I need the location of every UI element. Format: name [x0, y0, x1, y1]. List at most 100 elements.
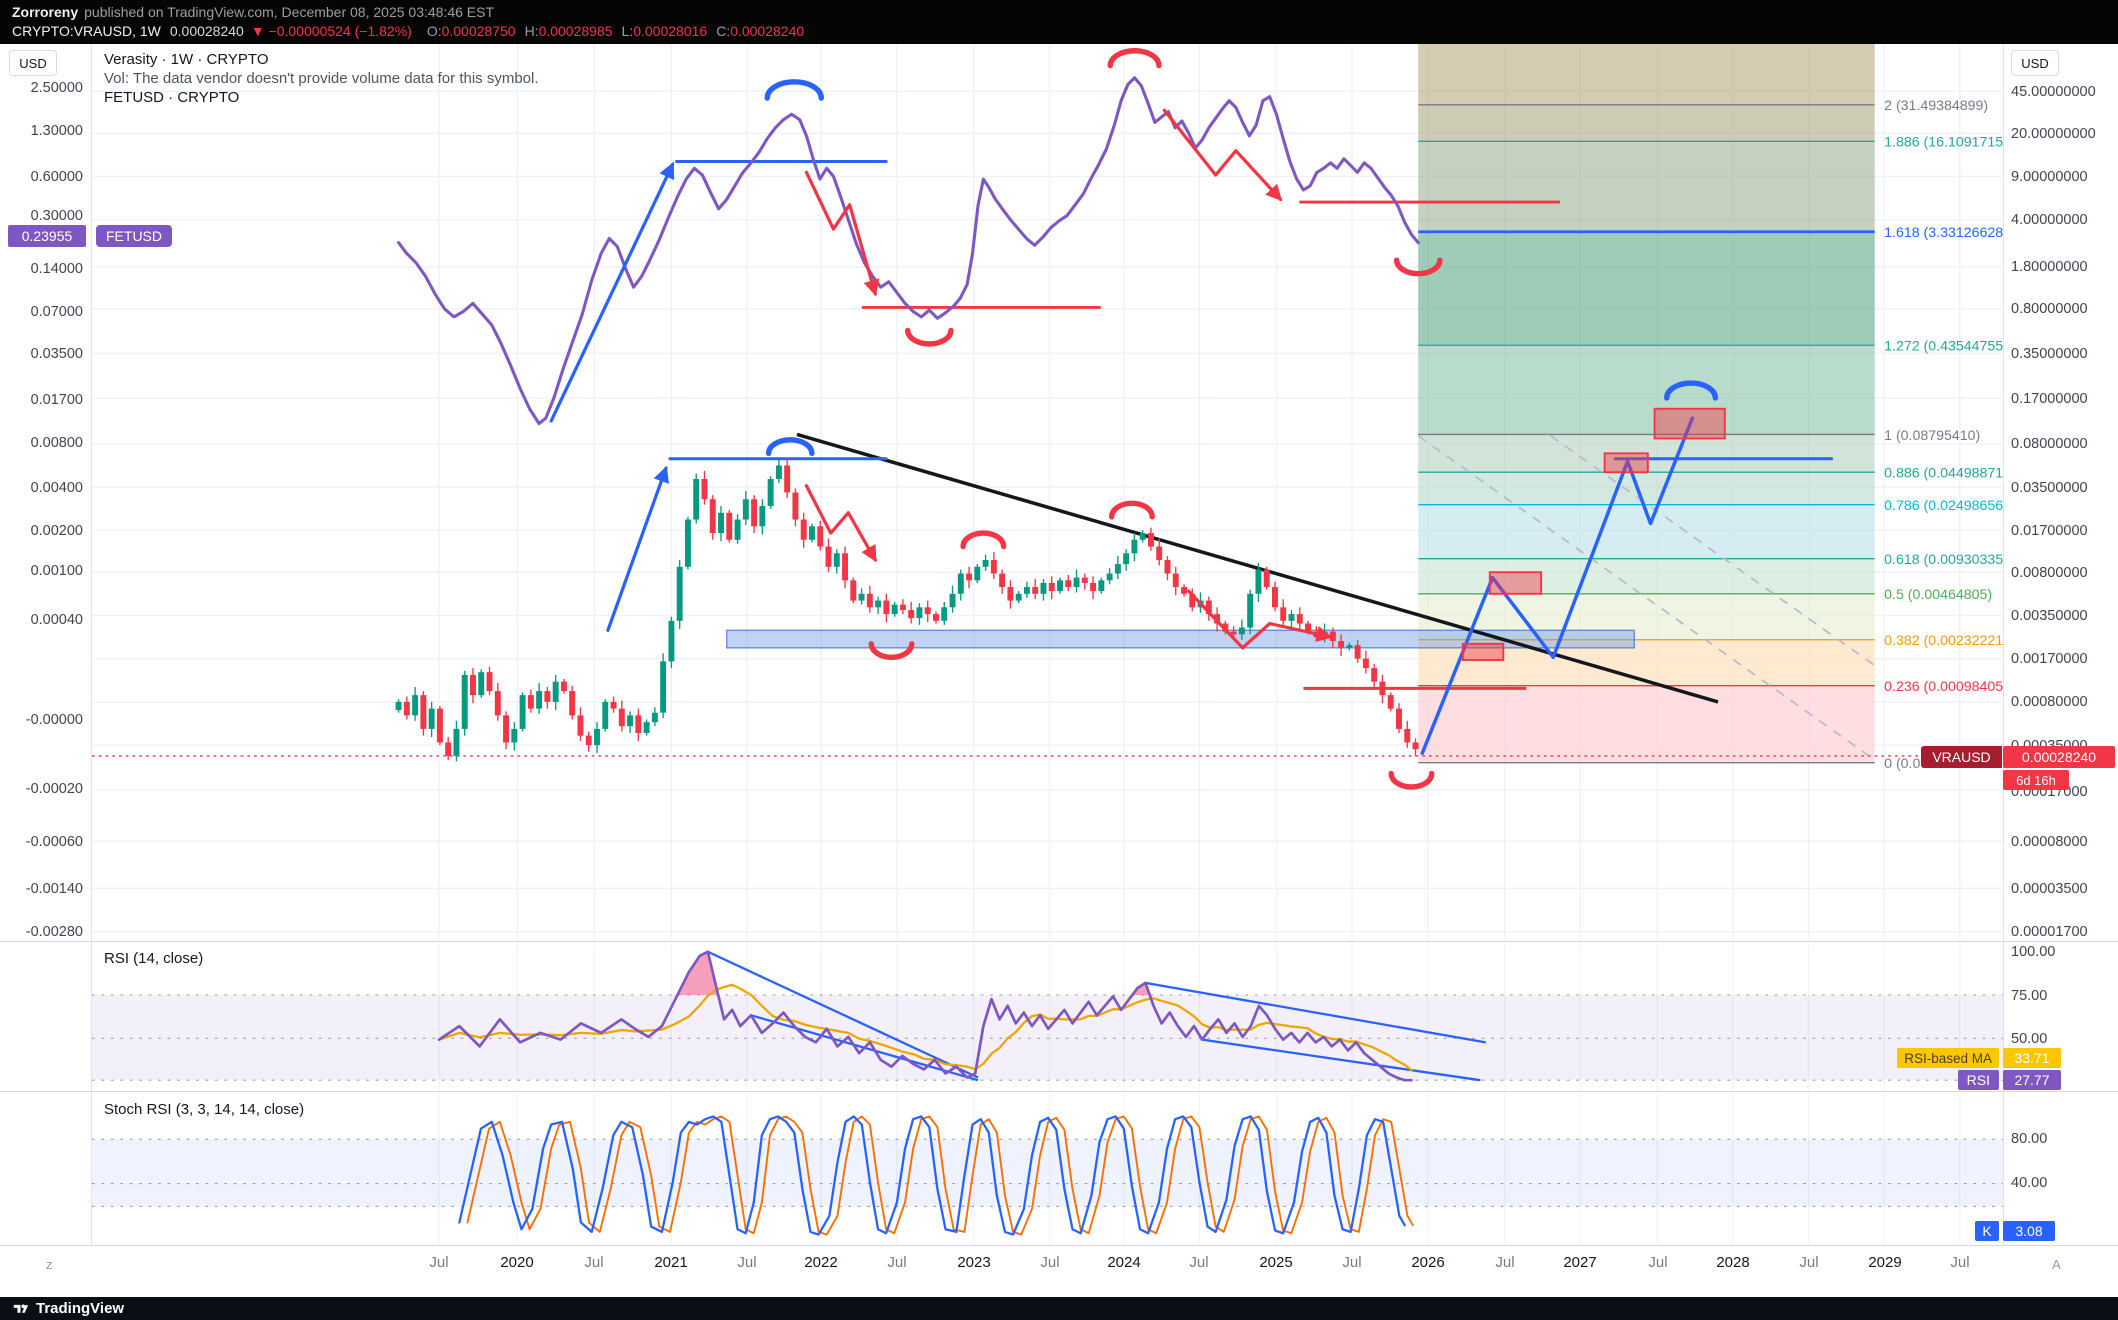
- svg-text:0.382 (0.00232221): 0.382 (0.00232221): [1884, 633, 2003, 649]
- right-axis-tick: 0.00800000: [2011, 565, 2088, 581]
- time-axis-label: 2022: [804, 1254, 838, 1271]
- time-axis-label: 2024: [1107, 1254, 1141, 1271]
- right-axis-tick: 0.00003500: [2011, 881, 2088, 897]
- main-chart-pane[interactable]: 2 (31.49384899) 1.886 (16.10917150) 1.618 …: [92, 44, 2003, 941]
- left-axis-tick: 0.14000: [30, 261, 83, 277]
- vrausd-symbol-badge: VRAUSD: [1921, 746, 2002, 768]
- left-axis-tick: 0.00200: [30, 523, 83, 539]
- bottom-right-char: A: [2052, 1257, 2061, 1272]
- time-axis-label: Jul: [1342, 1254, 1362, 1271]
- left-axis-unit-badge: USD: [9, 50, 57, 76]
- publish-info: published on TradingView.com, December 0…: [84, 4, 495, 20]
- time-axis-label: Jul: [1799, 1254, 1819, 1271]
- left-axis-tick: -0.00060: [25, 834, 83, 850]
- publish-header: Zorroreny published on TradingView.com, D…: [0, 0, 2118, 44]
- right-axis-tick: 0.35000000: [2011, 346, 2088, 362]
- left-axis-tick: 0.03500: [30, 346, 83, 362]
- rsi-pane[interactable]: [92, 945, 2003, 1091]
- rsi-axis-tick: 75.00: [2011, 988, 2048, 1004]
- pane-separator[interactable]: [0, 1091, 2118, 1092]
- time-axis-label: Jul: [584, 1254, 604, 1271]
- time-axis-label: 2023: [957, 1254, 991, 1271]
- legend-symbol: Verasity · 1W · CRYPTO: [104, 51, 269, 68]
- svg-text:2 (31.49384899): 2 (31.49384899): [1884, 98, 1988, 114]
- time-axis-label: Jul: [1648, 1254, 1668, 1271]
- time-axis-label: Jul: [1189, 1254, 1209, 1271]
- right-axis-tick: 4.00000000: [2011, 212, 2088, 228]
- stoch-rsi-pane[interactable]: [92, 1095, 2003, 1244]
- tradingview-logo-text: TradingView: [36, 1300, 125, 1317]
- time-axis-label: Jul: [429, 1254, 449, 1271]
- main-chart-canvas[interactable]: 2 (31.49384899) 1.886 (16.10917150) 1.618 …: [92, 44, 2003, 941]
- vrausd-price-badge: 0.00028240: [2003, 746, 2115, 768]
- time-axis-label: Jul: [1950, 1254, 1970, 1271]
- left-axis-tick: 0.00100: [30, 563, 83, 579]
- fetusd-price-badge: 0.23955: [8, 225, 86, 247]
- left-axis-tick: 2.50000: [30, 80, 83, 96]
- stoch-pane-title: Stoch RSI (3, 3, 14, 14, close): [104, 1101, 305, 1118]
- left-axis-tick: 1.30000: [30, 123, 83, 139]
- left-axis-tick: -0.00140: [25, 881, 83, 897]
- right-axis-tick: 0.00080000: [2011, 694, 2088, 710]
- left-axis-tick: -0.00020: [25, 781, 83, 797]
- fetusd-symbol-badge: FETUSD: [96, 225, 172, 247]
- right-axis-tick: 0.00008000: [2011, 834, 2088, 850]
- symbol-title: CRYPTO:VRAUSD, 1W: [12, 23, 161, 39]
- bar-countdown-badge: 6d 16h: [2003, 770, 2069, 790]
- time-axis-label: 2029: [1868, 1254, 1902, 1271]
- time-axis-label: Jul: [887, 1254, 907, 1271]
- stoch-axis-tick: 80.00: [2011, 1131, 2048, 1147]
- last-price: 0.00028240: [169, 23, 244, 39]
- left-axis-tick: -0.00280: [25, 924, 83, 940]
- legend-volume-note: Vol: The data vendor doesn't provide vol…: [104, 70, 539, 87]
- left-axis-tick: 0.30000: [30, 208, 83, 224]
- symbol-info-line: CRYPTO:VRAUSD, 1W 0.00028240 ▼ −0.00000524…: [12, 23, 804, 39]
- right-axis-tick: 0.08000000: [2011, 436, 2088, 452]
- time-axis-label: Jul: [737, 1254, 757, 1271]
- left-axis-tick: 0.00400: [30, 480, 83, 496]
- tradingview-logo-icon: [13, 1304, 29, 1313]
- author-name: Zorroreny: [12, 4, 79, 20]
- stoch-rsi-canvas[interactable]: [92, 1095, 2003, 1244]
- footer-bar: TradingView: [0, 1297, 2118, 1320]
- time-axis-label: 2028: [1716, 1254, 1750, 1271]
- svg-text:0.236 (0.00098405): 0.236 (0.00098405): [1884, 679, 2003, 695]
- svg-text:1 (0.08795410): 1 (0.08795410): [1884, 428, 1980, 444]
- rsi-pane-title: RSI (14, close): [104, 950, 204, 967]
- time-axis-label: 2021: [654, 1254, 688, 1271]
- svg-text:0.786 (0.02498656): 0.786 (0.02498656): [1884, 498, 2003, 514]
- tradingview-logo[interactable]: TradingView: [12, 1300, 124, 1317]
- legend-fetusd: FETUSD · CRYPTO: [104, 89, 240, 106]
- left-axis-tick: 0.60000: [30, 169, 83, 185]
- left-axis-tick: 0.01700: [30, 392, 83, 408]
- svg-text:0.5 (0.00464805): 0.5 (0.00464805): [1884, 587, 1992, 603]
- high-label: H:: [524, 23, 539, 39]
- right-axis-tick: 0.80000000: [2011, 301, 2088, 317]
- right-axis-tick: 0.03500000: [2011, 480, 2088, 496]
- right-price-axis[interactable]: 45.00000000 20.00000000 9.00000000 4.000000…: [2003, 44, 2118, 1245]
- rsi-axis-tick: 50.00: [2011, 1031, 2048, 1047]
- svg-text:0.886 (0.04498871): 0.886 (0.04498871): [1884, 466, 2003, 482]
- svg-text:0.618 (0.00930335): 0.618 (0.00930335): [1884, 552, 2003, 568]
- right-axis-tick: 45.00000000: [2011, 84, 2096, 100]
- pane-separator[interactable]: [0, 941, 2118, 942]
- rsi-axis-tick: 100.00: [2011, 944, 2056, 960]
- publish-info-line: Zorroreny published on TradingView.com, D…: [12, 4, 494, 20]
- svg-text:1.272 (0.43544755): 1.272 (0.43544755): [1884, 339, 2003, 355]
- right-axis-tick: 0.00350000: [2011, 608, 2088, 624]
- stoch-axis-tick: 40.00: [2011, 1175, 2048, 1191]
- right-axis-unit-badge: USD: [2011, 50, 2059, 76]
- time-axis-label: 2027: [1563, 1254, 1597, 1271]
- time-axis[interactable]: Jul 2020 Jul 2021 Jul 2022 Jul 2023 Jul 2024 Jul 20…: [0, 1245, 2118, 1279]
- close-value: 0.00028240: [730, 23, 805, 39]
- bottom-left-char: z: [46, 1257, 53, 1272]
- close-label: C:: [716, 23, 731, 39]
- time-axis-label: 2020: [500, 1254, 534, 1271]
- open-value: 0.00028750: [441, 23, 516, 39]
- chart-legend: Verasity · 1W · CRYPTO Vol: The data ven…: [104, 50, 539, 107]
- left-axis-tick: 0.07000: [30, 304, 83, 320]
- rsi-ma-value-badge: 33.71: [2003, 1048, 2061, 1068]
- left-axis-tick: -0.00000: [25, 712, 83, 728]
- rsi-canvas[interactable]: [92, 945, 2003, 1091]
